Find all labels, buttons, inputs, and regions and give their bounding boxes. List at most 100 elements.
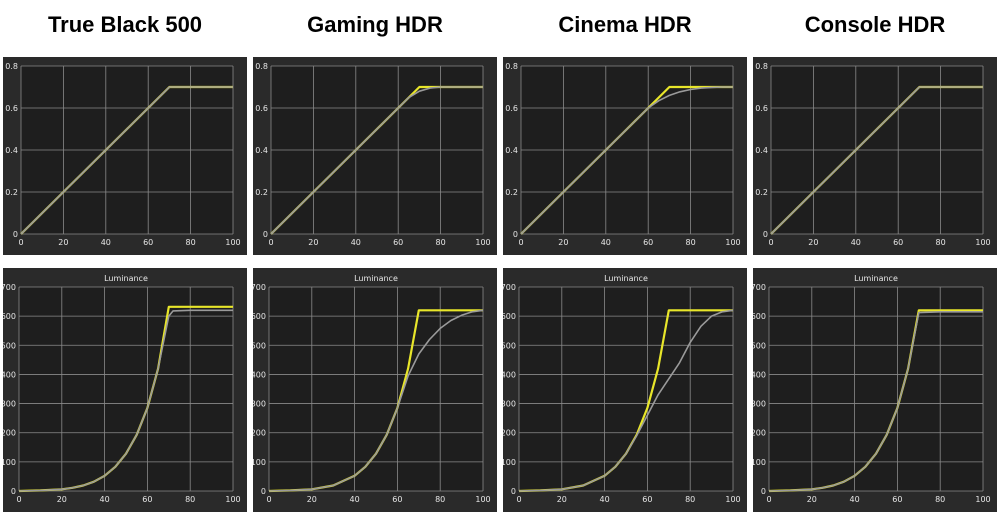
chart-title: Luminance [354, 274, 398, 283]
column-title-console-hdr: Console HDR [804, 12, 946, 37]
x-tick-label: 60 [643, 238, 653, 247]
y-tick-label: 200 [253, 429, 266, 438]
x-tick-label: 20 [557, 495, 567, 504]
y-tick-label: 500 [3, 341, 16, 350]
y-tick-label: 100 [3, 458, 16, 467]
y-tick-label: 0.8 [505, 62, 518, 71]
series-line-target [18, 309, 233, 492]
y-tick-label: 0 [11, 487, 16, 496]
x-tick-label: 20 [58, 238, 68, 247]
x-tick-label: 80 [685, 495, 695, 504]
column-title-gaming-hdr: Gaming HDR [307, 12, 443, 37]
y-tick-label: 0.6 [505, 104, 518, 113]
y-tick-label: 700 [253, 283, 266, 292]
luminance-chart-gaming-hdr: Luminance 0 100 200 300 400 500 600 700 0 20 40 60 80… [253, 268, 497, 512]
luminance-chart-true-black-500: Luminance 0 100 200 300 400 500 600 700 0 20 40 60 80… [3, 268, 247, 512]
x-tick-label: 60 [393, 238, 403, 247]
x-tick-label: 20 [808, 238, 818, 247]
y-tick-label: 0.6 [5, 104, 18, 113]
y-tick-label: 0.8 [755, 62, 768, 71]
eotf-chart-true-black-500: 0 0.2 0.4 0.6 0.8 0 20 40 60 80 100 [3, 57, 247, 255]
y-tick-label: 0.4 [505, 146, 518, 155]
x-tick-label: 0 [268, 238, 273, 247]
y-tick-label: 300 [253, 400, 266, 409]
y-tick-label: 400 [503, 370, 516, 379]
series-line-target [518, 309, 734, 492]
x-tick-label: 60 [892, 495, 902, 504]
x-tick-label: 80 [435, 495, 445, 504]
y-tick-label: 0 [513, 230, 518, 239]
y-tick-label: 700 [503, 283, 516, 292]
y-tick-label: 100 [503, 458, 516, 467]
y-tick-label: 0 [511, 487, 516, 496]
plot-area [769, 287, 983, 491]
x-tick-label: 40 [100, 495, 110, 504]
x-tick-label: 100 [725, 495, 740, 504]
y-tick-label: 700 [3, 283, 16, 292]
x-tick-label: 100 [725, 238, 740, 247]
y-tick-label: 400 [753, 370, 766, 379]
plot-area [269, 287, 483, 491]
y-tick-label: 200 [3, 429, 16, 438]
x-tick-label: 60 [143, 238, 153, 247]
eotf-chart-gaming-hdr: 0 0.2 0.4 0.6 0.8 0 20 40 60 80 100 [253, 57, 497, 255]
x-tick-label: 100 [225, 238, 240, 247]
plot-area [19, 287, 233, 491]
luminance-chart-console-hdr: Luminance 0 100 200 300 400 500 600 700 0 20 40 60 80… [753, 268, 997, 512]
x-tick-label: 80 [686, 238, 696, 247]
x-tick-label: 100 [975, 238, 990, 247]
x-tick-label: 20 [807, 495, 817, 504]
y-tick-label: 500 [503, 341, 516, 350]
y-tick-label: 0.4 [5, 146, 18, 155]
chart-title: Luminance [854, 274, 898, 283]
chart-title: Luminance [104, 274, 148, 283]
y-tick-label: 200 [503, 429, 516, 438]
x-tick-label: 20 [308, 238, 318, 247]
x-tick-label: 0 [266, 495, 271, 504]
x-tick-label: 80 [185, 495, 195, 504]
x-tick-label: 100 [975, 495, 990, 504]
x-tick-label: 0 [18, 238, 23, 247]
eotf-chart-console-hdr: 0 0.2 0.4 0.6 0.8 0 20 40 60 80 100 [753, 57, 997, 255]
y-tick-label: 0 [13, 230, 18, 239]
y-tick-label: 400 [3, 370, 16, 379]
y-tick-label: 0.4 [255, 146, 268, 155]
x-tick-label: 0 [16, 495, 21, 504]
y-tick-label: 0 [263, 230, 268, 239]
eotf-chart-cinema-hdr: 0 0.2 0.4 0.6 0.8 0 20 40 60 80 100 [503, 57, 747, 255]
x-tick-label: 0 [516, 495, 521, 504]
x-tick-label: 80 [436, 238, 446, 247]
y-tick-label: 500 [253, 341, 266, 350]
y-tick-label: 0 [763, 230, 768, 239]
y-tick-label: 600 [253, 312, 266, 321]
y-tick-label: 400 [253, 370, 266, 379]
series-line-target [268, 309, 484, 492]
series-line-target [768, 310, 983, 492]
y-tick-label: 600 [503, 312, 516, 321]
x-tick-label: 0 [518, 238, 523, 247]
series-line-target [520, 86, 733, 235]
y-tick-label: 0.6 [755, 104, 768, 113]
y-tick-label: 100 [753, 458, 766, 467]
x-tick-label: 20 [307, 495, 317, 504]
x-tick-label: 60 [642, 495, 652, 504]
x-tick-label: 40 [351, 238, 361, 247]
y-tick-label: 0.2 [505, 188, 518, 197]
x-tick-label: 80 [186, 238, 196, 247]
x-tick-label: 0 [766, 495, 771, 504]
series-line-target [270, 86, 483, 235]
x-tick-label: 40 [600, 495, 610, 504]
y-tick-label: 500 [753, 341, 766, 350]
y-tick-label: 300 [503, 400, 516, 409]
y-tick-label: 200 [753, 429, 766, 438]
plot-area [519, 287, 733, 491]
column-title-true-black-500: True Black 500 [47, 12, 203, 37]
x-tick-label: 20 [57, 495, 67, 504]
column-title-cinema-hdr: Cinema HDR [558, 12, 692, 37]
x-tick-label: 40 [350, 495, 360, 504]
x-tick-label: 0 [768, 238, 773, 247]
series-line-target [770, 86, 983, 235]
y-tick-label: 300 [3, 400, 16, 409]
y-tick-label: 0 [761, 487, 766, 496]
y-tick-label: 0.2 [5, 188, 18, 197]
